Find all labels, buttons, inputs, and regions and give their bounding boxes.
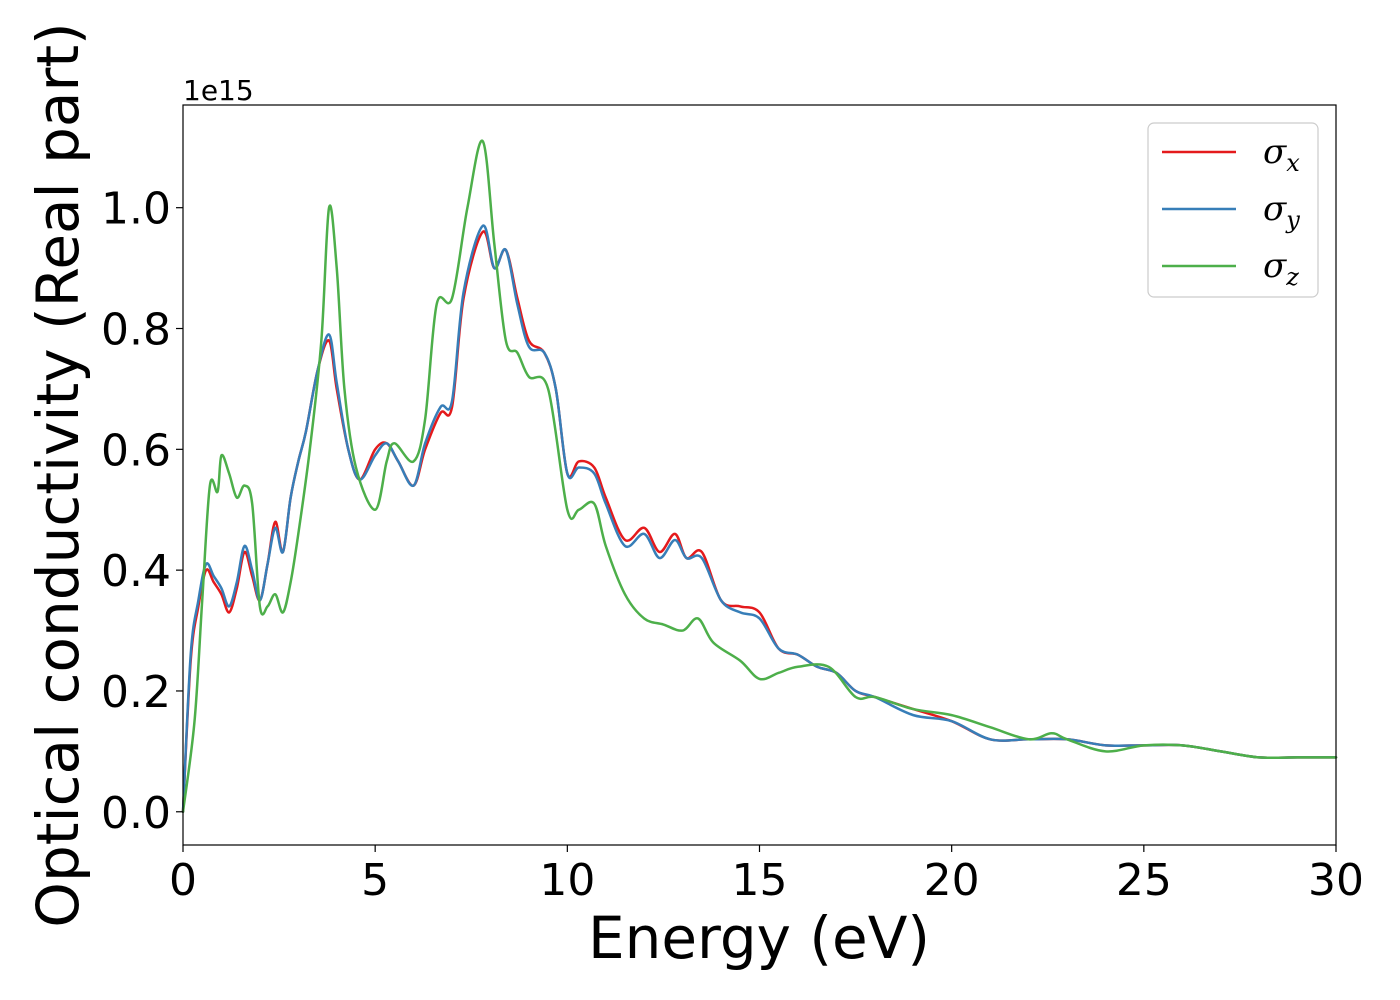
legend: σx σy σz: [1147, 122, 1319, 298]
x-tick-label: 30: [1308, 855, 1364, 906]
legend-label-y: σy: [1263, 189, 1300, 234]
series-layer: [181, 139, 1338, 814]
y-tick-label: 0.6: [101, 425, 171, 476]
x-axis-label: Energy (eV): [588, 904, 930, 972]
legend-label-x: σx: [1263, 132, 1300, 177]
x-tick-label: 5: [361, 855, 389, 906]
y-tick-label: 1.0: [101, 184, 171, 235]
y-tick-label: 0.0: [101, 788, 171, 839]
y-axis: 0.0 0.2 0.4 0.6 0.8 1.0: [101, 184, 183, 839]
legend-label-z: σz: [1263, 246, 1299, 291]
series-line-z: [181, 139, 1338, 814]
x-tick-label: 20: [924, 855, 980, 906]
x-tick-label: 10: [539, 855, 595, 906]
x-tick-label: 15: [732, 855, 788, 906]
x-tick-label: 0: [169, 855, 197, 906]
y-tick-label: 0.8: [101, 305, 171, 356]
x-tick-label: 25: [1116, 855, 1172, 906]
y-offset-text: 1e15: [183, 74, 254, 107]
y-tick-label: 0.2: [101, 667, 171, 718]
y-axis-label: Optical conductivity (Real part): [24, 22, 92, 927]
y-tick-label: 0.4: [101, 546, 171, 597]
x-axis: 0 5 10 15 20 25 30: [169, 845, 1364, 906]
series-line-y: [181, 224, 1338, 814]
